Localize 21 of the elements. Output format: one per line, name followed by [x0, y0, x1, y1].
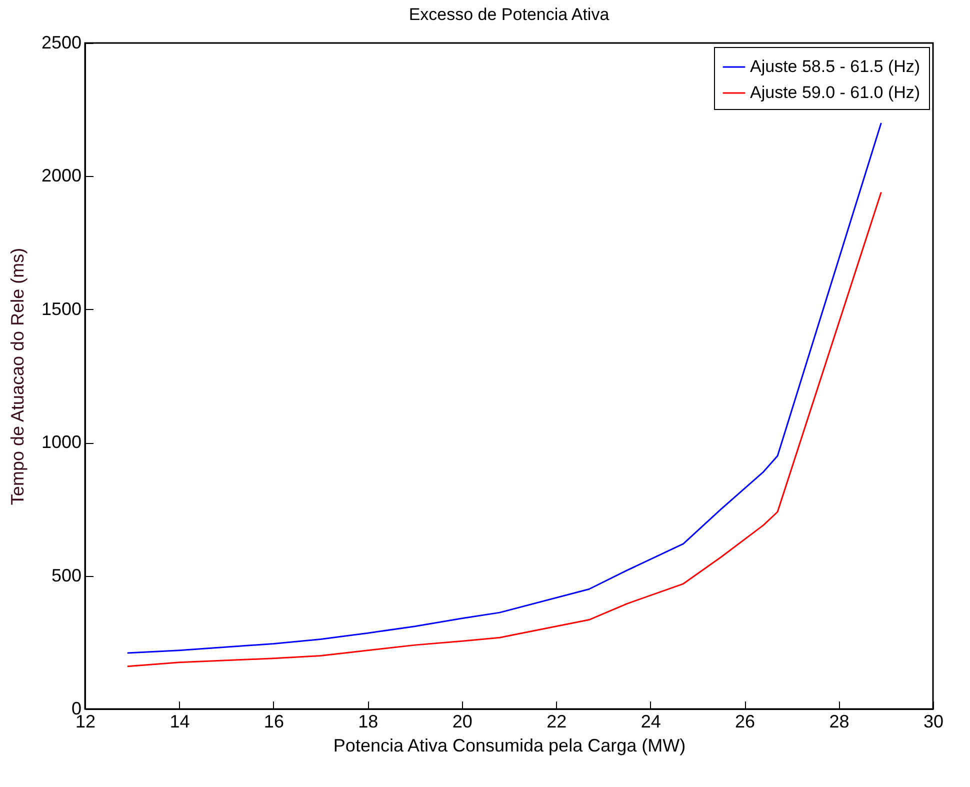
chart-title: Excesso de Potencia Ativa: [408, 5, 610, 24]
x-tick-label: 30: [923, 712, 944, 732]
y-tick-label: 1000: [41, 432, 82, 452]
legend-label: Ajuste 59.0 - 61.0 (Hz): [750, 83, 920, 102]
x-tick-label: 18: [358, 712, 378, 732]
x-tick-label: 24: [640, 712, 661, 732]
x-tick-label: 16: [264, 712, 284, 732]
y-tick-label: 1500: [41, 298, 82, 319]
y-axis-title: Tempo de Atuacao do Rele (ms): [7, 248, 28, 506]
y-tick-label: 2500: [41, 32, 82, 52]
x-tick-label: 26: [735, 712, 756, 732]
x-tick-label: 28: [829, 712, 850, 732]
y-tick-label: 500: [51, 565, 82, 586]
x-tick-label: 14: [170, 712, 190, 732]
x-tick-label: 22: [546, 712, 567, 732]
legend-label: Ajuste 58.5 - 61.5 (Hz): [750, 57, 920, 76]
x-tick-label: 20: [452, 712, 472, 732]
line-series: [126, 191, 882, 668]
x-axis-title: Potencia Ativa Consumida pela Carga (MW): [333, 736, 686, 756]
line-series: [126, 122, 882, 654]
y-tick-label: 2000: [41, 166, 82, 186]
